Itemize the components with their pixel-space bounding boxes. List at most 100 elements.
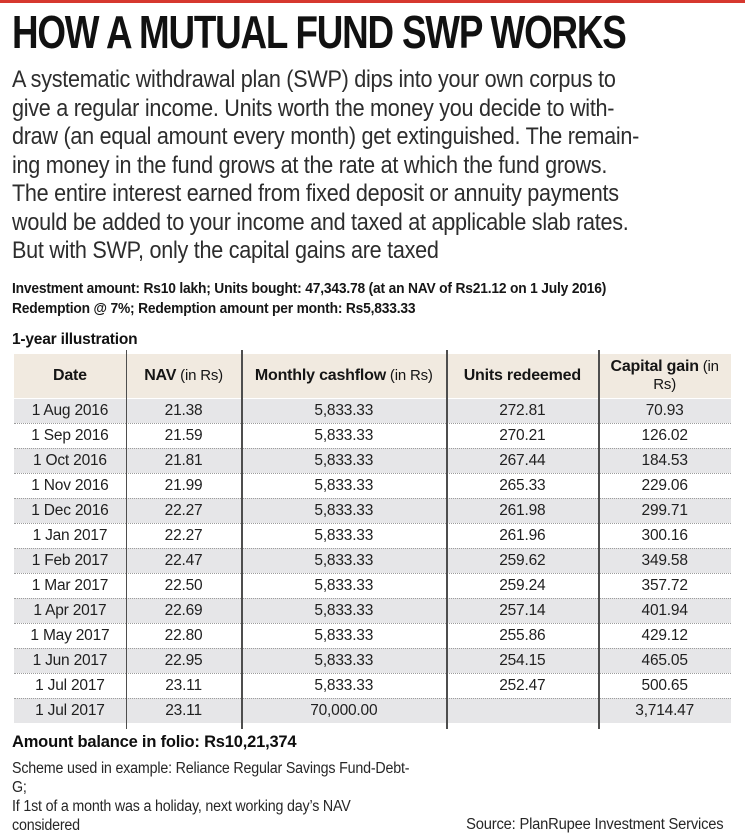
column-header-unit: (in Rs) <box>653 357 719 393</box>
table-cell: 270.21 <box>446 422 599 448</box>
table-cell: 259.24 <box>446 572 599 598</box>
table-cell <box>446 697 599 723</box>
table-cell: 5,833.33 <box>241 447 447 473</box>
table-cell: 21.38 <box>125 397 242 423</box>
investment-params: Investment amount: Rs10 lakh; Units boug… <box>12 279 734 319</box>
table-cell: 1 May 2017 <box>14 622 126 648</box>
table-cell: 1 Nov 2016 <box>14 472 126 498</box>
table-cell: 1 Apr 2017 <box>14 597 126 623</box>
column-header: Date <box>14 353 126 398</box>
table-cell: 1 Jun 2017 <box>14 647 126 673</box>
table-title: 1-year illustration <box>12 330 138 348</box>
table-cell: 500.65 <box>598 672 731 698</box>
table-cell: 22.47 <box>125 547 242 573</box>
param-line-investment: Investment amount: Rs10 lakh; Units boug… <box>12 279 607 297</box>
scheme-footnote: Scheme used in example: Reliance Regular… <box>12 759 410 834</box>
balance-line: Amount balance in folio: Rs10,21,374 <box>12 732 297 751</box>
column-header-label: Monthly cashflow <box>254 366 386 384</box>
table-cell: 5,833.33 <box>241 647 447 673</box>
table-row: 1 Aug 2016 21.38 5,833.33 272.81 70.93 <box>14 397 731 423</box>
table-cell: 1 Mar 2017 <box>14 572 126 598</box>
table-cell: 5,833.33 <box>241 572 447 598</box>
table-row: 1 Dec 2016 22.27 5,833.33 261.98 299.71 <box>14 497 731 523</box>
table-cell: 229.06 <box>598 472 731 498</box>
table-cell: 5,833.33 <box>241 472 447 498</box>
table-row: 1 Sep 2016 21.59 5,833.33 270.21 126.02 <box>14 422 731 448</box>
table-cell: 300.16 <box>598 522 731 548</box>
column-header-label: Capital gain <box>610 357 699 375</box>
table-row: 1 Apr 2017 22.69 5,833.33 257.14 401.94 <box>14 597 731 623</box>
table-cell: 5,833.33 <box>241 547 447 573</box>
table-cell: 22.80 <box>125 622 242 648</box>
param-line-redemption: Redemption @ 7%; Redemption amount per m… <box>12 299 416 317</box>
column-divider <box>446 349 448 729</box>
table-cell: 1 Jul 2017 <box>14 697 126 723</box>
table-row: 1 Jul 2017 23.11 5,833.33 252.47 500.65 <box>14 672 731 698</box>
column-header: Units redeemed <box>446 353 599 398</box>
table-cell: 5,833.33 <box>241 497 447 523</box>
table-cell: 1 Dec 2016 <box>14 497 126 523</box>
table-cell: 5,833.33 <box>241 422 447 448</box>
table-row: 1 Jan 2017 22.27 5,833.33 261.96 300.16 <box>14 522 731 548</box>
table-cell: 5,833.33 <box>241 397 447 423</box>
table-cell: 349.58 <box>598 547 731 573</box>
table-cell: 255.86 <box>446 622 599 648</box>
table-cell: 3,714.47 <box>598 697 731 723</box>
intro-paragraph: A systematic withdrawal plan (SWP) dips … <box>12 66 640 264</box>
table-cell: 465.05 <box>598 647 731 673</box>
column-header-label: NAV <box>144 366 177 384</box>
source-credit: Source: PlanRupee Investment Services <box>466 815 724 833</box>
table-cell: 429.12 <box>598 622 731 648</box>
table-cell: 22.50 <box>125 572 242 598</box>
column-divider <box>125 349 128 729</box>
table-cell: 265.33 <box>446 472 599 498</box>
table-cell: 5,833.33 <box>241 672 447 698</box>
infographic: HOW A MUTUAL FUND SWP WORKS A systematic… <box>0 8 745 835</box>
table-cell: 261.96 <box>446 522 599 548</box>
table-cell: 252.47 <box>446 672 599 698</box>
table-cell: 5,833.33 <box>241 522 447 548</box>
illustration-table: Date NAV (in Rs) Monthly cashflow (in Rs) U… <box>14 353 731 723</box>
column-header-unit: (in Rs) <box>385 366 433 384</box>
table-cell: 401.94 <box>598 597 731 623</box>
table-row: 1 Feb 2017 22.47 5,833.33 259.62 349.58 <box>14 547 731 573</box>
table-cell: 22.27 <box>125 497 242 523</box>
table-cell: 1 Sep 2016 <box>14 422 126 448</box>
table-cell: 22.27 <box>125 522 242 548</box>
table-body: 1 Aug 2016 21.38 5,833.33 272.81 70.93 1 Sep … <box>14 397 731 723</box>
table-cell: 261.98 <box>446 497 599 523</box>
column-header: Monthly cashflow (in Rs) <box>241 353 447 398</box>
table-wrap: Date NAV (in Rs) Monthly cashflow (in Rs) U… <box>14 349 731 729</box>
table-row: 1 Jul 2017 23.11 70,000.00 3,714.47 <box>14 697 731 723</box>
table-row: 1 Mar 2017 22.50 5,833.33 259.24 357.72 <box>14 572 731 598</box>
table-row: 1 Oct 2016 21.81 5,833.33 267.44 184.53 <box>14 447 731 473</box>
table-cell: 267.44 <box>446 447 599 473</box>
table-cell: 23.11 <box>125 672 242 698</box>
table-cell: 1 Jan 2017 <box>14 522 126 548</box>
table-head: Date NAV (in Rs) Monthly cashflow (in Rs) U… <box>14 353 731 398</box>
column-header: Capital gain (in Rs) <box>598 353 731 398</box>
page-title: HOW A MUTUAL FUND SWP WORKS <box>12 6 627 58</box>
header-row: Date NAV (in Rs) Monthly cashflow (in Rs) U… <box>14 353 731 398</box>
table-cell: 70,000.00 <box>241 697 447 723</box>
table-row: 1 Nov 2016 21.99 5,833.33 265.33 229.06 <box>14 472 731 498</box>
table-cell: 184.53 <box>598 447 731 473</box>
table-cell: 23.11 <box>125 697 242 723</box>
table-cell: 21.81 <box>125 447 242 473</box>
table-cell: 1 Oct 2016 <box>14 447 126 473</box>
table-cell: 21.59 <box>125 422 242 448</box>
table-row: 1 May 2017 22.80 5,833.33 255.86 429.12 <box>14 622 731 648</box>
column-header-label: Date <box>52 366 87 384</box>
column-header-label: Units redeemed <box>463 366 581 384</box>
column-divider <box>598 349 600 729</box>
table-cell: 5,833.33 <box>241 597 447 623</box>
table-cell: 22.95 <box>125 647 242 673</box>
table-cell: 257.14 <box>446 597 599 623</box>
table-cell: 21.99 <box>125 472 242 498</box>
top-accent-bar <box>0 0 745 3</box>
column-divider <box>241 349 243 729</box>
table-cell: 126.02 <box>598 422 731 448</box>
table-cell: 70.93 <box>598 397 731 423</box>
table-cell: 1 Aug 2016 <box>14 397 126 423</box>
table-cell: 254.15 <box>446 647 599 673</box>
